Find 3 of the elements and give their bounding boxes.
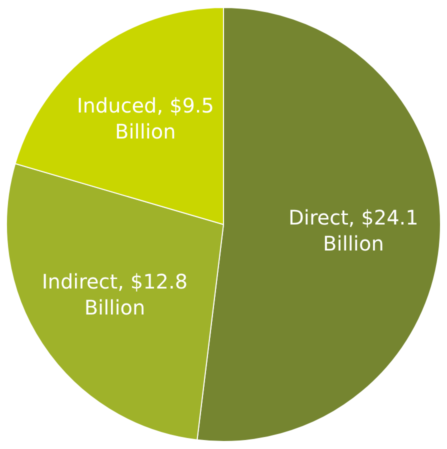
slice-label: Indirect, $12.8 Billion [42, 269, 188, 320]
slice-label: Direct, $24.1 Billion [288, 206, 418, 256]
slice-label: Induced, $9.5 Billion [76, 94, 214, 144]
